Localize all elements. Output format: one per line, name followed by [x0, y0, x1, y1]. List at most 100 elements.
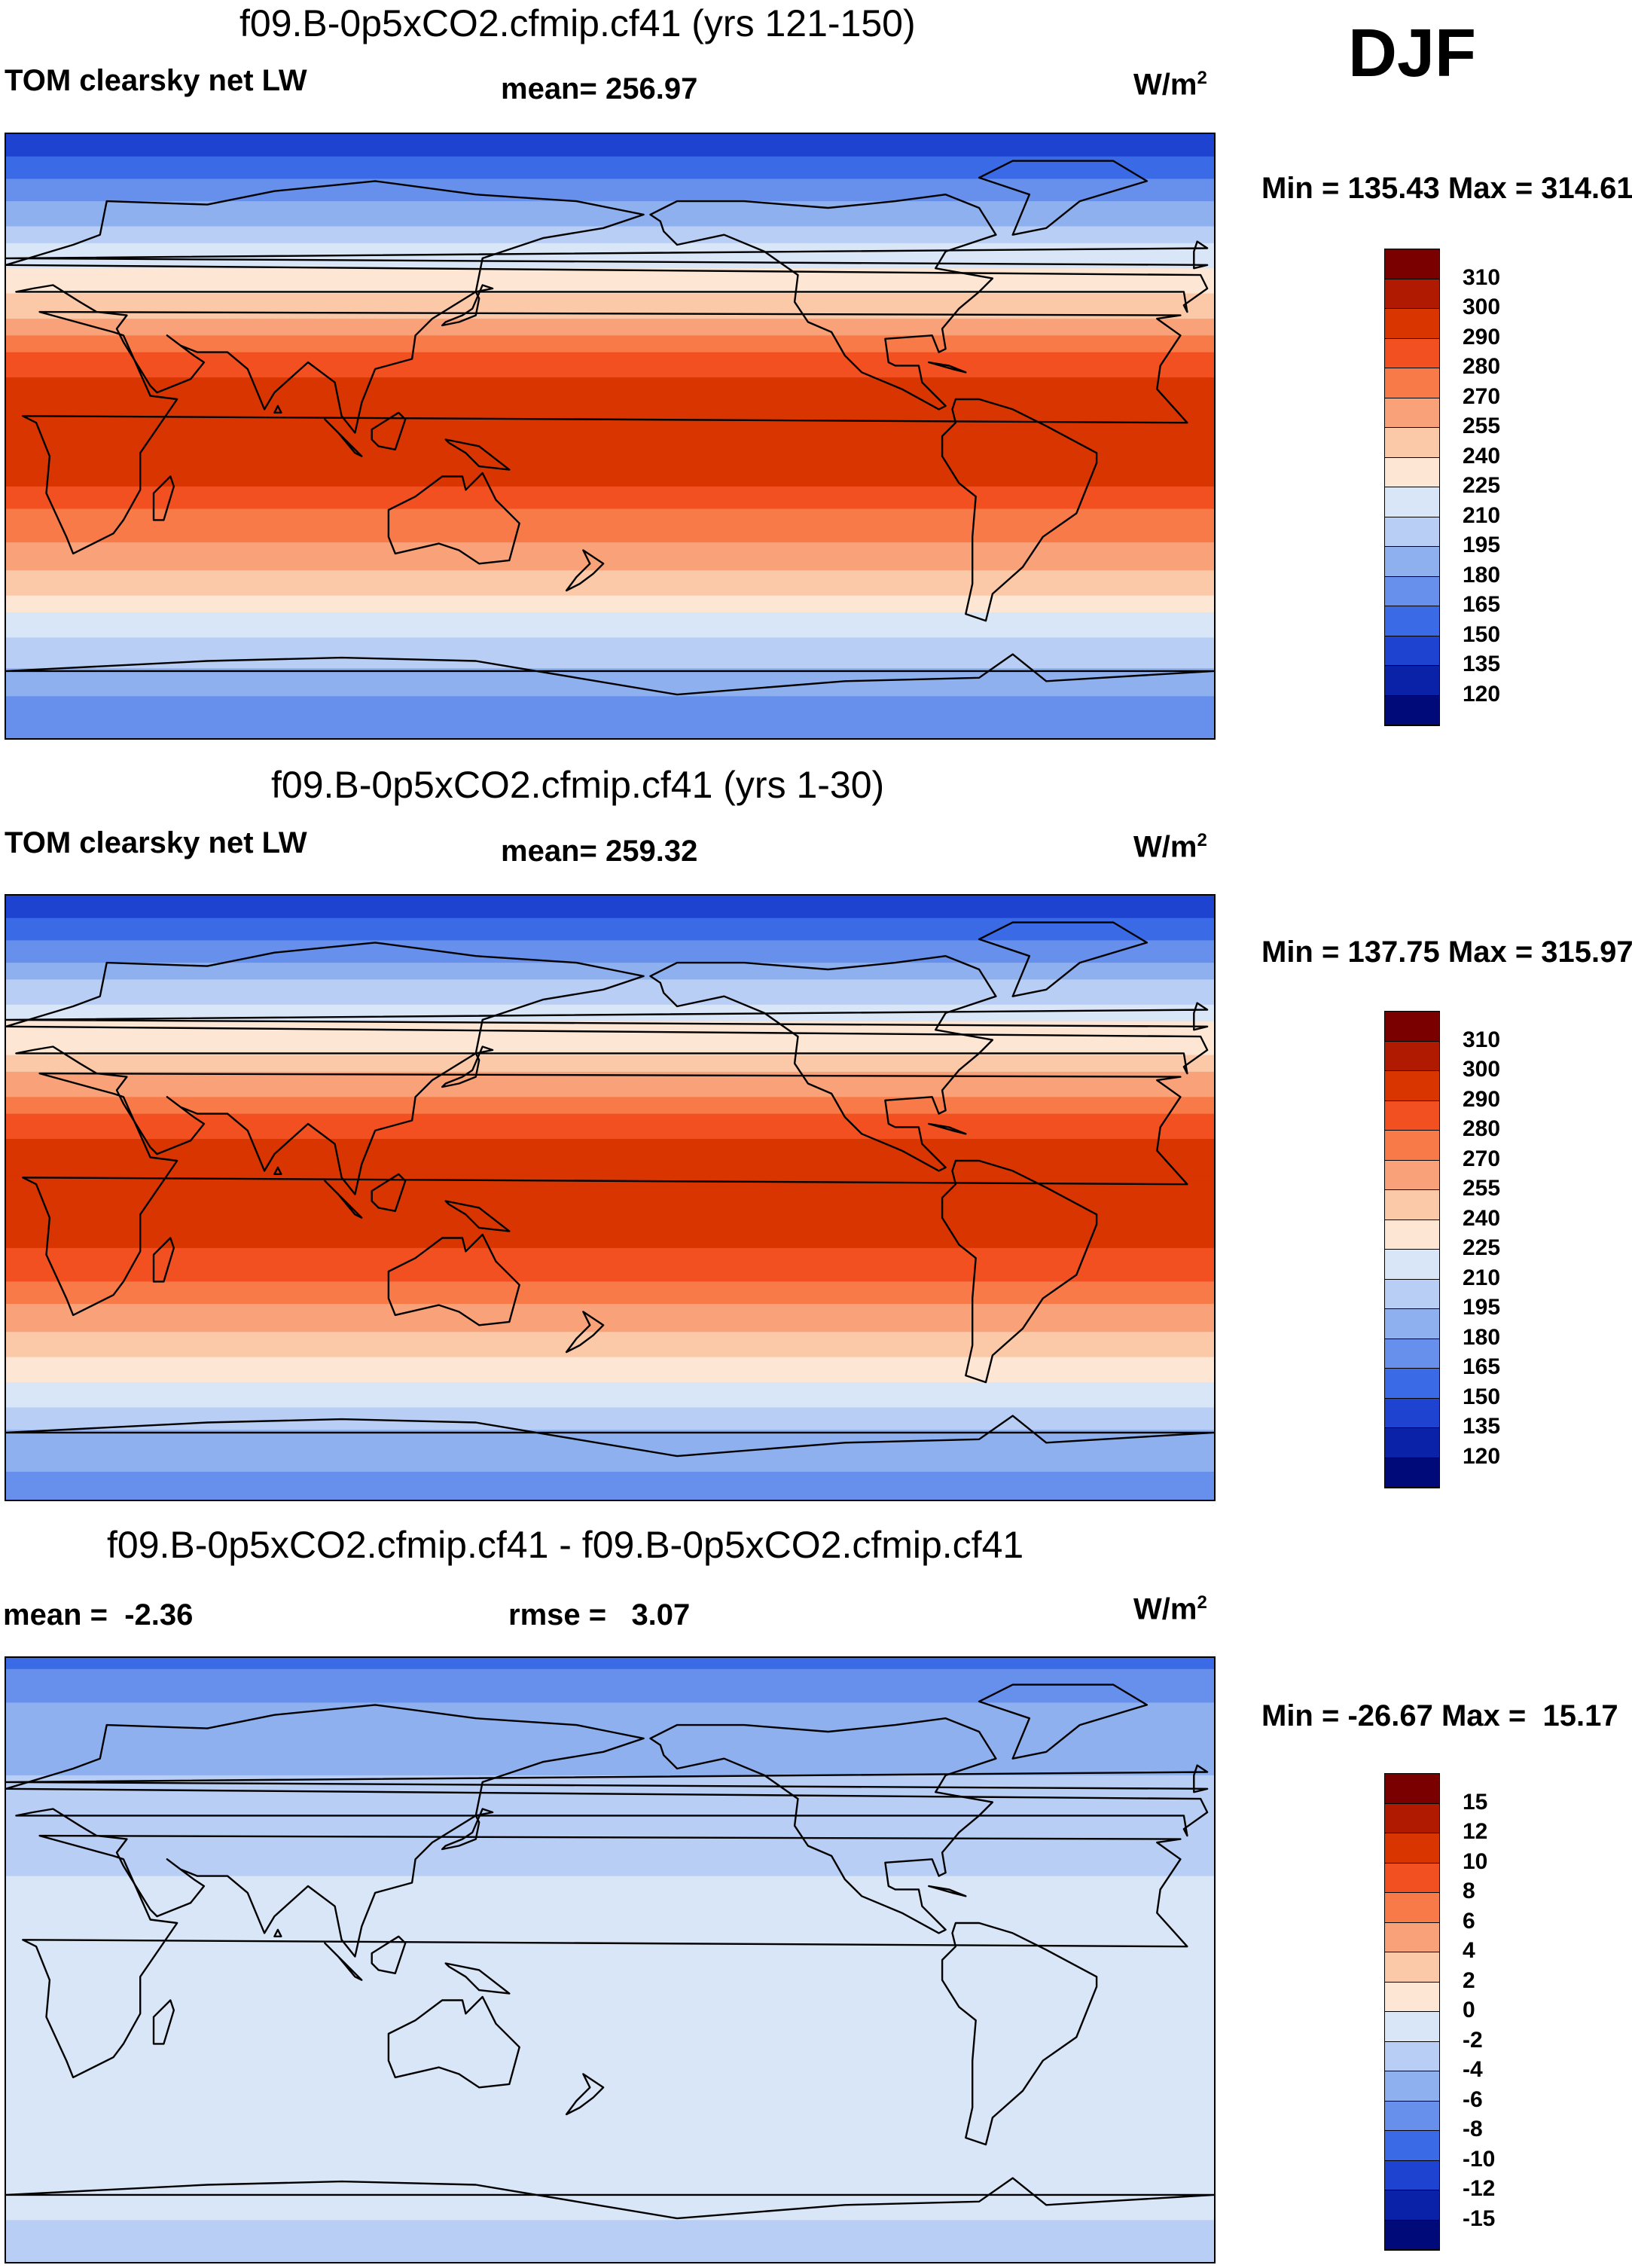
map-panel3-band — [6, 1918, 1214, 1927]
map-panel2-band — [6, 1271, 1214, 1282]
map-panel2-svg — [6, 896, 1214, 1500]
map-panel1-band — [6, 724, 1214, 738]
colorbar-panel3-box — [1385, 2012, 1439, 2042]
map-panel1-band — [6, 637, 1214, 646]
map-panel3-band — [6, 2153, 1214, 2162]
map-panel3-band — [6, 1932, 1214, 1938]
map-panel1-band — [6, 168, 1214, 179]
map-panel1-band — [6, 696, 1214, 710]
panel1-title: f09.B-0p5xCO2.cfmip.cf41 (yrs 121-150) — [239, 2, 916, 45]
map-panel3 — [5, 1656, 1216, 2263]
map-panel2-band — [6, 1248, 1214, 1259]
map-panel3-band — [6, 1669, 1214, 1680]
map-panel1-band — [6, 710, 1214, 725]
map-panel2-band — [6, 1458, 1214, 1472]
map-panel3-band — [6, 1968, 1214, 1977]
map-panel2-band — [6, 1122, 1214, 1131]
colorbar-panel2 — [1384, 1011, 1440, 1488]
map-panel1-band — [6, 408, 1214, 414]
map-panel3-band — [6, 1733, 1214, 1742]
map-panel3-band — [6, 1759, 1214, 1768]
map-panel1-band — [6, 402, 1214, 408]
map-panel2-band — [6, 1323, 1214, 1332]
season-label: DJF — [1348, 15, 1476, 93]
colorbar-panel1 — [1384, 249, 1440, 726]
colorbar-panel1-boxes — [1385, 249, 1439, 725]
units-sup: 2 — [1197, 68, 1206, 88]
map-panel2-band — [6, 1214, 1214, 1223]
map-panel1-band — [6, 243, 1214, 252]
map-panel2-band — [6, 1240, 1214, 1249]
map-panel2-band — [6, 1259, 1214, 1271]
map-panel2-band — [6, 1293, 1214, 1304]
panel2-title: f09.B-0p5xCO2.cfmip.cf41 (yrs 1-30) — [271, 763, 884, 807]
map-panel1-band — [6, 612, 1214, 621]
map-panel1-band — [6, 369, 1214, 378]
colorbar-panel1-ticks: 310 300 290 280 270 255 240 225 210 195 180 165 150 1… — [1463, 249, 1553, 725]
colorbar-panel2-box — [1385, 1309, 1439, 1339]
map-panel1-band — [6, 353, 1214, 362]
colorbar-panel2-box — [1385, 1428, 1439, 1458]
colorbar-panel1-tick-label: 165 — [1463, 592, 1500, 618]
colorbar-panel2-box — [1385, 1339, 1439, 1369]
map-panel3-band — [6, 2094, 1214, 2103]
map-panel3-band — [6, 1658, 1214, 1669]
panel3-mean: mean = -2.36 — [3, 1598, 193, 1632]
units-text: W/m — [1133, 1592, 1197, 1625]
map-panel2-band — [6, 1485, 1214, 1500]
map-panel1-band — [6, 235, 1214, 244]
map-panel3-svg — [6, 1658, 1214, 2262]
map-panel2-band — [6, 1315, 1214, 1324]
units-text: W/m — [1133, 68, 1197, 101]
colorbar-panel3-tick-label: 12 — [1463, 1819, 1487, 1845]
map-panel3-band — [6, 1859, 1214, 1868]
colorbar-panel2-box — [1385, 1071, 1439, 1101]
colorbar-panel2-box — [1385, 1280, 1439, 1310]
map-panel1-band — [6, 554, 1214, 563]
map-panel3-band — [6, 2102, 1214, 2111]
map-panel3-band — [6, 1985, 1214, 1994]
colorbar-panel1-box — [1385, 249, 1439, 279]
map-panel2-band — [6, 951, 1214, 963]
map-panel2-band — [6, 1114, 1214, 1123]
map-panel2-band — [6, 1444, 1214, 1458]
map-panel1-band — [6, 436, 1214, 445]
map-panel1-field — [6, 134, 1214, 738]
map-panel1-band — [6, 145, 1214, 157]
map-panel3-band — [6, 1909, 1214, 1918]
map-panel2-band — [6, 1147, 1214, 1156]
colorbar-panel3-box — [1385, 1893, 1439, 1923]
map-panel1-svg — [6, 134, 1214, 738]
map-panel1-band — [6, 444, 1214, 453]
map-panel2-band — [6, 896, 1214, 907]
map-panel1-band — [6, 604, 1214, 613]
map-panel1-band — [6, 470, 1214, 479]
colorbar-panel1-tick-label: 300 — [1463, 295, 1500, 320]
map-panel2-band — [6, 1366, 1214, 1375]
map-panel2-band — [6, 929, 1214, 941]
map-panel3-band — [6, 1949, 1214, 1955]
colorbar-panel1-tick-label: 150 — [1463, 622, 1500, 648]
map-panel3-band — [6, 1680, 1214, 1692]
map-panel2-band — [6, 1055, 1214, 1064]
map-panel1-band — [6, 562, 1214, 571]
panel3-units: W/m2 — [1133, 1592, 1207, 1626]
map-panel1-band — [6, 386, 1214, 395]
colorbar-panel2-tick-label: 240 — [1463, 1206, 1500, 1232]
map-panel2-band — [6, 1382, 1214, 1391]
colorbar-panel1-box — [1385, 309, 1439, 339]
colorbar-panel3-boxes — [1385, 1774, 1439, 2250]
colorbar-panel3-box — [1385, 2161, 1439, 2191]
colorbar-panel1-box — [1385, 606, 1439, 636]
map-panel3-band — [6, 2044, 1214, 2055]
map-panel3-band — [6, 1767, 1214, 1776]
colorbar-panel2-tick-label: 270 — [1463, 1146, 1500, 1172]
map-panel2-band — [6, 1038, 1214, 1047]
map-panel2-band — [6, 1097, 1214, 1106]
map-panel1-band — [6, 520, 1214, 531]
map-panel1-band — [6, 453, 1214, 462]
map-panel3-band — [6, 1901, 1214, 1910]
map-panel3-band — [6, 2086, 1214, 2095]
colorbar-panel3-tick-label: 2 — [1463, 1968, 1475, 1994]
colorbar-panel2-tick-label: 300 — [1463, 1057, 1500, 1082]
